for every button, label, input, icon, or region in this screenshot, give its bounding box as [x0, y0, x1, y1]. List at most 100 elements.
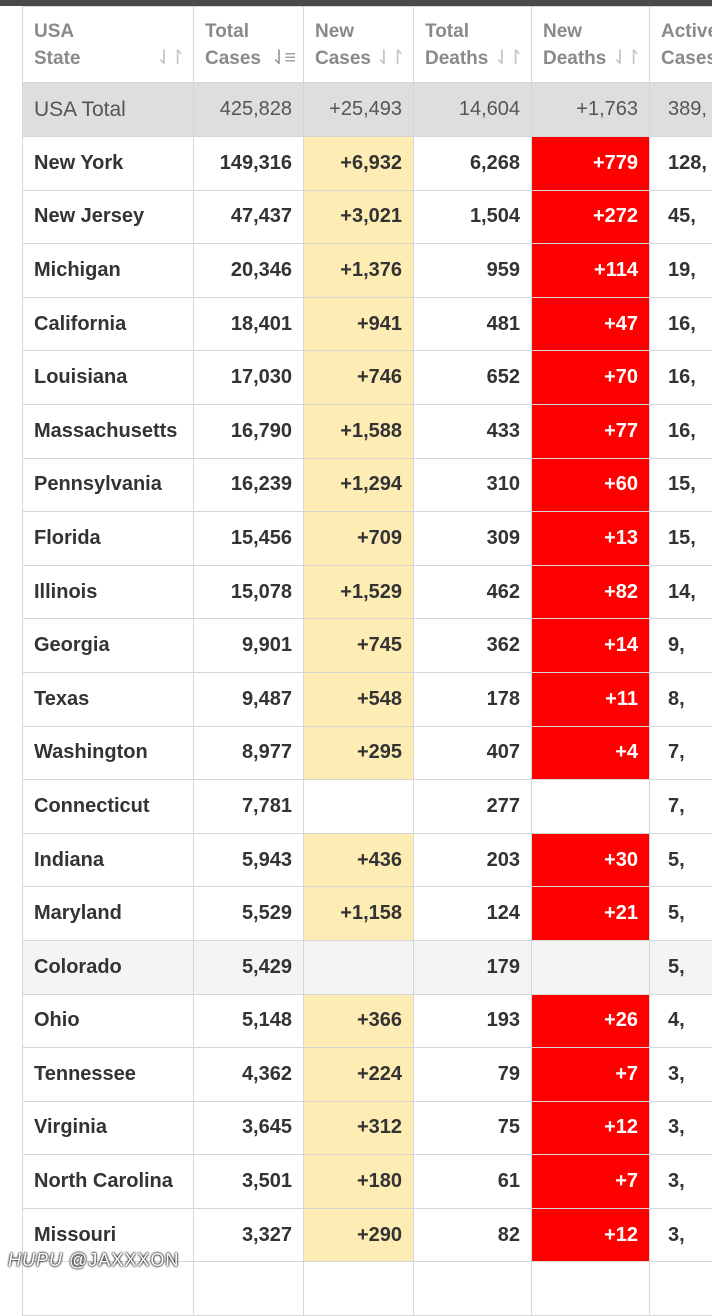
new-deaths-cell: +779	[532, 137, 650, 191]
new-deaths-cell: +77	[532, 404, 650, 458]
state-cell[interactable]: Texas	[23, 672, 194, 726]
total-cases-cell: 17,030	[194, 351, 304, 405]
new-cases-cell: +1,529	[304, 565, 414, 619]
state-cell[interactable]: Indiana	[23, 833, 194, 887]
active-cases-cell: 8,	[650, 672, 712, 726]
sort-arrows-icon[interactable]: ⇃↾	[375, 45, 403, 72]
new-cases-cell: +746	[304, 351, 414, 405]
total-cases-cell: 5,529	[194, 887, 304, 941]
total-cases-cell: 4,362	[194, 1048, 304, 1102]
new-deaths-cell: +14	[532, 619, 650, 673]
total-deaths-cell: 179	[414, 940, 532, 994]
state-cell[interactable]: Tennessee	[23, 1048, 194, 1102]
total-cases-cell: 47,437	[194, 190, 304, 244]
new-deaths-cell: +13	[532, 512, 650, 566]
total-cases-cell: 3,501	[194, 1155, 304, 1209]
active-cases-cell: 3,	[650, 1048, 712, 1102]
total-deaths-cell: 79	[414, 1048, 532, 1102]
total-deaths-cell: 178	[414, 672, 532, 726]
active-cases-cell: 7,	[650, 780, 712, 834]
new-cases-cell: +745	[304, 619, 414, 673]
state-cell[interactable]: California	[23, 297, 194, 351]
state-cell[interactable]: Florida	[23, 512, 194, 566]
new-cases-cell: +366	[304, 994, 414, 1048]
total-cases-cell: 9,487	[194, 672, 304, 726]
active-cases-cell: 3,	[650, 1101, 712, 1155]
sort-arrows-icon[interactable]: ⇃↾	[611, 45, 639, 72]
new-deaths-cell	[532, 1262, 650, 1316]
total-cases-cell: 8,977	[194, 726, 304, 780]
new-deaths-cell: +70	[532, 351, 650, 405]
new-cases-cell: +941	[304, 297, 414, 351]
state-cell[interactable]: North Carolina	[23, 1155, 194, 1209]
total-deaths-cell: 959	[414, 244, 532, 298]
state-cell[interactable]: Illinois	[23, 565, 194, 619]
new-deaths-cell: +7	[532, 1155, 650, 1209]
sort-arrows-icon[interactable]: ⇃↾	[493, 45, 521, 72]
new-deaths-cell: +82	[532, 565, 650, 619]
state-cell[interactable]: Massachusetts	[23, 404, 194, 458]
state-cell[interactable]: Connecticut	[23, 780, 194, 834]
state-cell[interactable]: Ohio	[23, 994, 194, 1048]
total-cases-cell: 16,790	[194, 404, 304, 458]
state-cell[interactable]: Louisiana	[23, 351, 194, 405]
column-header-label-line1: USA	[34, 21, 74, 42]
column-header-label-line2: Cases	[205, 48, 261, 69]
state-cell[interactable]: Pennsylvania	[23, 458, 194, 512]
new-cases-cell	[304, 1262, 414, 1316]
total-deaths-cell: 362	[414, 619, 532, 673]
state-cell[interactable]: Washington	[23, 726, 194, 780]
state-cell[interactable]: Georgia	[23, 619, 194, 673]
sort-arrows-icon[interactable]: ⇃≡	[271, 45, 293, 72]
new-cases-cell	[304, 940, 414, 994]
state-cell[interactable]: Colorado	[23, 940, 194, 994]
total-cases-cell: 9,901	[194, 619, 304, 673]
state-cell[interactable]: Virginia	[23, 1101, 194, 1155]
new-deaths-cell: +11	[532, 672, 650, 726]
column-header-label-line2: Cases	[315, 48, 371, 69]
column-header-active-cases[interactable]: ActiveCases	[650, 7, 712, 83]
total-deaths-cell: 652	[414, 351, 532, 405]
column-header-label-line1: New	[543, 21, 582, 42]
new-cases-cell: +1,294	[304, 458, 414, 512]
state-cell[interactable]: Maryland	[23, 887, 194, 941]
state-cell[interactable]: USA Total	[23, 83, 194, 137]
total-cases-cell: 15,456	[194, 512, 304, 566]
state-cell[interactable]: New Jersey	[23, 190, 194, 244]
active-cases-cell: 389,	[650, 83, 712, 137]
new-deaths-cell: +7	[532, 1048, 650, 1102]
new-deaths-cell: +12	[532, 1101, 650, 1155]
active-cases-cell: 15,	[650, 512, 712, 566]
active-cases-cell: 5,	[650, 833, 712, 887]
state-cell[interactable]: New York	[23, 137, 194, 191]
total-deaths-cell: 203	[414, 833, 532, 887]
active-cases-cell: 14,	[650, 565, 712, 619]
total-cases-cell: 15,078	[194, 565, 304, 619]
total-deaths-cell: 75	[414, 1101, 532, 1155]
active-cases-cell: 3,	[650, 1208, 712, 1262]
total-deaths-cell: 14,604	[414, 83, 532, 137]
active-cases-cell: 16,	[650, 404, 712, 458]
active-cases-cell: 16,	[650, 351, 712, 405]
sort-arrows-icon[interactable]: ⇃↾	[155, 45, 183, 72]
total-cases-cell: 5,943	[194, 833, 304, 887]
state-cell[interactable]: Michigan	[23, 244, 194, 298]
